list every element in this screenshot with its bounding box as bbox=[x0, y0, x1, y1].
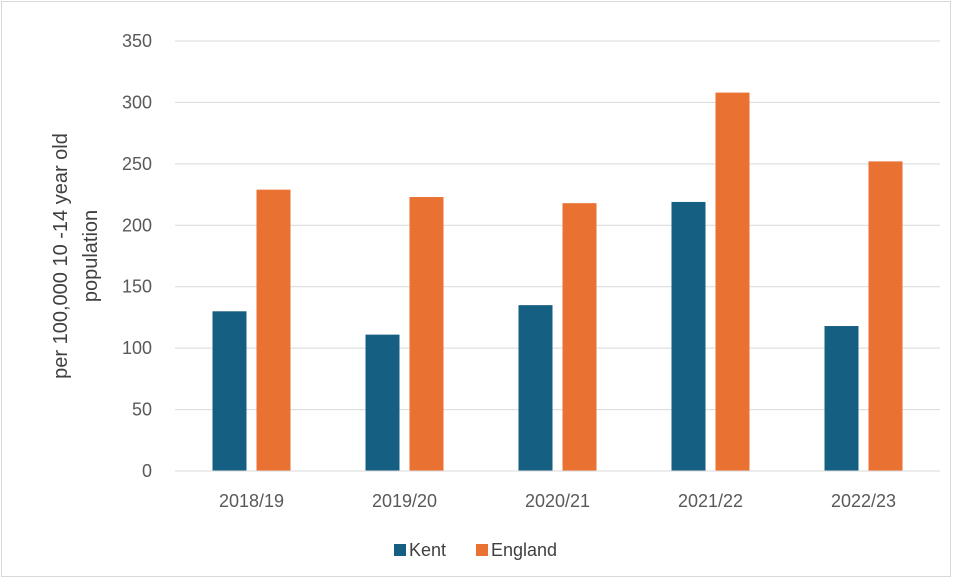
y-axis-ticks: 0 50 100 150 200 250 300 350 bbox=[122, 31, 152, 481]
bar-kent-2019-20 bbox=[365, 334, 400, 471]
x-axis-ticks: 2018/19 2019/20 2020/21 2021/22 2022/23 bbox=[175, 470, 940, 511]
y-axis-title: per 100,000 10 -14 year old population bbox=[50, 133, 102, 379]
legend-swatch-england bbox=[476, 544, 488, 556]
y-tick-label: 350 bbox=[122, 31, 152, 51]
legend: Kent England bbox=[394, 540, 557, 560]
y-tick-label: 150 bbox=[122, 277, 152, 297]
legend-label-england: England bbox=[491, 540, 557, 560]
legend-label-kent: Kent bbox=[409, 540, 446, 560]
y-tick-label: 300 bbox=[122, 92, 152, 112]
y-tick-label: 50 bbox=[132, 400, 152, 420]
x-tick-label: 2021/22 bbox=[678, 491, 743, 511]
bar-england-2018-19 bbox=[256, 189, 291, 471]
y-tick-label: 100 bbox=[122, 338, 152, 358]
y-axis-title-line: per 100,000 10 -14 year old bbox=[50, 133, 72, 379]
x-tick-label: 2019/20 bbox=[372, 491, 437, 511]
x-tick-label: 2020/21 bbox=[525, 491, 590, 511]
bar-england-2022-23 bbox=[868, 161, 903, 471]
legend-swatch-kent bbox=[394, 544, 406, 556]
bar-kent-2021-22 bbox=[671, 201, 706, 471]
y-axis-title-line: population bbox=[80, 210, 102, 302]
bars bbox=[212, 92, 903, 471]
bar-england-2019-20 bbox=[409, 197, 444, 471]
bar-kent-2022-23 bbox=[824, 326, 859, 471]
gridlines bbox=[175, 40, 940, 472]
y-axis-title-group: per 100,000 10 -14 year old population bbox=[50, 133, 102, 379]
y-tick-label: 200 bbox=[122, 215, 152, 235]
bar-england-2020-21 bbox=[562, 203, 597, 471]
x-tick-label: 2022/23 bbox=[831, 491, 896, 511]
bar-kent-2018-19 bbox=[212, 311, 247, 471]
x-tick-label: 2018/19 bbox=[219, 491, 284, 511]
y-tick-label: 250 bbox=[122, 154, 152, 174]
bar-kent-2020-21 bbox=[518, 305, 553, 471]
bar-england-2021-22 bbox=[715, 92, 750, 471]
y-tick-label: 0 bbox=[142, 461, 152, 481]
